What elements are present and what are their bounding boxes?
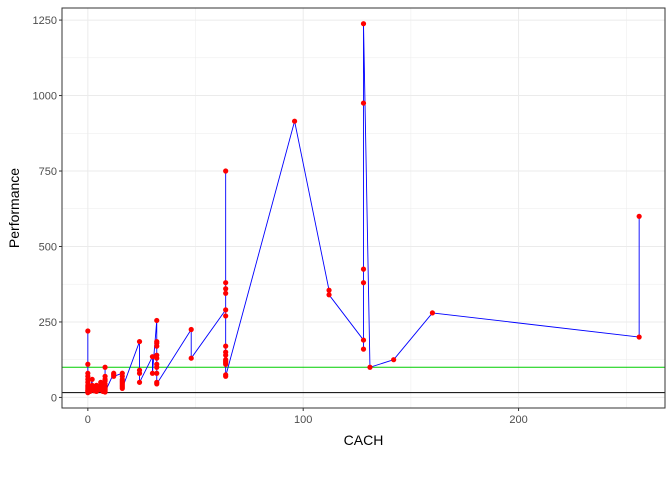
data-point [360,100,367,106]
data-point [223,280,229,286]
plot-panel-border [61,7,666,409]
data-point [360,21,367,27]
x-tick-label: 200 [509,414,527,426]
data-point [326,287,332,293]
data-point [291,118,298,124]
y-axis-ticks: 0 250 500 750 1000 1250 [33,15,62,404]
data-point [149,370,156,376]
data-point [93,388,100,394]
data-point [136,338,143,345]
y-tick-label: 0 [51,392,57,404]
data-point [89,376,95,382]
data-point [223,286,229,292]
data-point [154,381,160,387]
data-point [360,346,367,352]
data-point [391,357,397,363]
x-tick-label: 0 [85,414,91,426]
data-point [188,326,194,333]
data-point [85,361,91,367]
data-point [102,389,108,395]
y-tick-label: 250 [39,317,57,329]
data-point [188,355,194,361]
y-tick-label: 750 [39,166,57,178]
data-point [360,266,367,272]
data-point [154,364,160,370]
data-point [223,307,229,313]
data-point [154,317,160,324]
data-point [154,370,160,376]
y-axis-title: Performance [6,168,22,248]
data-point [223,343,229,349]
y-tick-label: 1000 [33,91,57,103]
data-point [136,379,143,385]
data-point [136,370,143,376]
data-point [223,313,229,319]
y-tick-label: 1250 [33,15,57,27]
data-point [326,292,332,298]
data-point [154,355,160,361]
x-axis-title: CACH [344,432,384,448]
data-point [223,352,229,358]
data-point [223,168,229,174]
x-axis-ticks: 0 100 200 [85,408,528,426]
data-point [102,364,108,370]
data-point [223,373,229,379]
data-point [636,334,642,340]
data-point [223,361,229,367]
data-point [154,343,160,349]
data-point [85,328,91,334]
data-point [360,280,367,286]
data-point [119,385,125,391]
x-tick-label: 100 [294,414,312,426]
series-points [85,21,642,396]
data-point [636,213,642,219]
y-tick-label: 500 [39,241,57,253]
data-point [111,373,117,379]
data-point [429,310,436,316]
data-point [367,364,373,370]
data-point [360,337,367,343]
reference-lines [62,366,665,394]
data-point [149,354,156,360]
data-point [223,290,229,296]
